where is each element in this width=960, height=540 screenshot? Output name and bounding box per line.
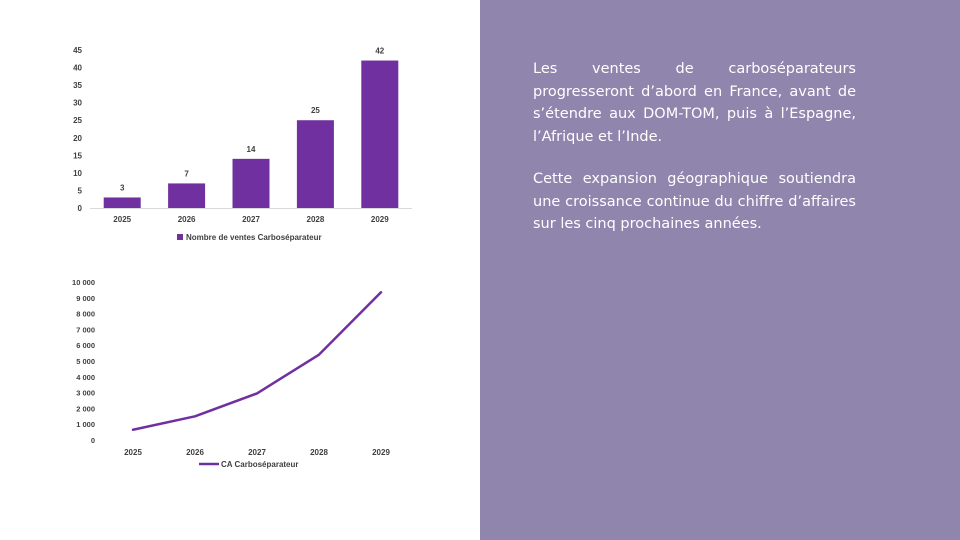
bar xyxy=(103,197,141,208)
bar-y-tick-label: 15 xyxy=(73,151,82,160)
bar-data-label: 7 xyxy=(184,169,189,178)
bar-y-tick-label: 45 xyxy=(73,46,82,55)
bar xyxy=(296,120,334,208)
line-y-tick-label: 6 000 xyxy=(76,341,95,350)
line-y-tick-label: 10 000 xyxy=(72,278,95,287)
line-x-tick-label: 2029 xyxy=(372,448,390,457)
bar-y-tick-label: 10 xyxy=(73,169,82,178)
bar-y-tick-label: 5 xyxy=(78,186,83,195)
line-chart: 0 1 000 2 000 3 000 4 000 5 000 6 000 7 000 8 00… xyxy=(72,278,390,469)
bar-x-tick-label: 2029 xyxy=(371,215,389,224)
bar-x-tick-label: 2026 xyxy=(178,215,196,224)
line-legend-label: CA Carboséparateur xyxy=(221,460,299,469)
line-x-tick-label: 2026 xyxy=(186,448,204,457)
bar-y-tick-label: 0 xyxy=(78,204,83,213)
bar-y-tick-label: 25 xyxy=(73,116,82,125)
line-y-tick-label: 9 000 xyxy=(76,294,95,303)
line-x-tick-label: 2027 xyxy=(248,448,266,457)
bar-chart: 0510152025303540453202572026142027252028… xyxy=(73,46,412,242)
line-y-tick-label: 1 000 xyxy=(76,420,95,429)
bar-y-tick-label: 40 xyxy=(73,64,82,73)
bar-data-label: 14 xyxy=(247,145,256,154)
chart-panel: 0 5 10 15 20 25 30 35 40 45 3 2025 7 2026 14 2027 25 2028… xyxy=(72,46,412,469)
line-y-tick-label: 0 xyxy=(91,436,95,445)
bar-x-tick-label: 2025 xyxy=(113,215,131,224)
bar xyxy=(168,183,206,208)
bar-data-label: 3 xyxy=(120,183,125,192)
bar xyxy=(361,60,399,209)
bar-x-tick-label: 2028 xyxy=(307,215,325,224)
line-y-tick-label: 2 000 xyxy=(76,404,95,413)
bar-y-tick-label: 20 xyxy=(73,134,82,143)
bar-legend-swatch xyxy=(177,234,183,240)
bar-data-label: 42 xyxy=(375,47,384,56)
line-y-tick-label: 8 000 xyxy=(76,310,95,319)
description-paragraph-2: Cette expansion géographique soutiendra … xyxy=(533,171,856,232)
bar-y-tick-label: 35 xyxy=(73,81,82,90)
text-panel: Les ventes de carboséparateurs progresse… xyxy=(480,0,960,540)
line-y-tick-label: 5 000 xyxy=(76,357,95,366)
line-series xyxy=(131,291,383,431)
bar-y-tick-label: 30 xyxy=(73,99,82,108)
bar xyxy=(232,158,270,208)
line-y-tick-label: 4 000 xyxy=(76,373,95,382)
description-paragraph-1: Les ventes de carboséparateurs progresse… xyxy=(533,61,856,145)
line-y-tick-label: 7 000 xyxy=(76,325,95,334)
line-x-tick-label: 2028 xyxy=(310,448,328,457)
bar-x-tick-label: 2027 xyxy=(242,215,260,224)
line-x-tick-label: 2025 xyxy=(124,448,142,457)
bar-legend-label: Nombre de ventes Carboséparateur xyxy=(186,233,322,242)
line-y-tick-label: 3 000 xyxy=(76,389,95,398)
bar-data-label: 25 xyxy=(311,106,320,115)
